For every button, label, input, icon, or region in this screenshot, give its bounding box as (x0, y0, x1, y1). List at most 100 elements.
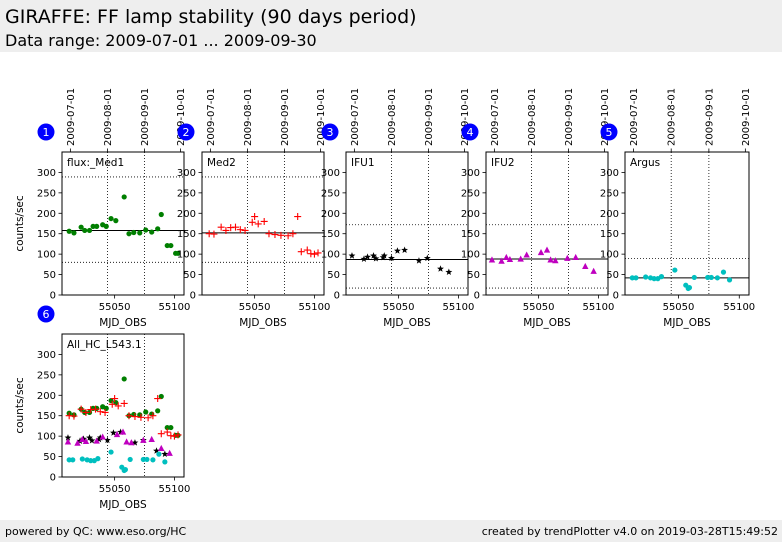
data-point (289, 230, 297, 238)
data-point (164, 242, 170, 249)
data-point (537, 249, 545, 256)
data-point (503, 253, 510, 261)
date-tick-label: 2009-09-01 (140, 88, 151, 146)
y-tick-label: 250 (461, 188, 480, 199)
y-tick-label: 300 (177, 168, 196, 179)
header-bar: GIRAFFE: FF lamp stability (90 days peri… (0, 0, 782, 52)
data-point (643, 274, 649, 280)
x-axis-label: MJD_OBS (99, 499, 147, 511)
data-point (88, 458, 94, 464)
data-point (629, 275, 635, 281)
plot-frame (201, 151, 325, 296)
y-tick-label: 50 (43, 270, 56, 281)
data-point (174, 431, 182, 439)
data-point (552, 257, 559, 264)
plot-frame (345, 151, 469, 296)
data-point (104, 436, 111, 444)
date-tick-label: 2009-10-01 (316, 88, 327, 146)
date-tick-label: 2009-07-01 (206, 88, 217, 146)
data-point (155, 408, 161, 414)
data-point (131, 229, 137, 236)
data-point (122, 467, 128, 473)
data-point (651, 276, 657, 282)
data-point (140, 436, 147, 443)
y-tick-label: 300 (37, 168, 56, 179)
data-point (590, 267, 597, 274)
data-point (251, 213, 259, 221)
data-point (125, 412, 133, 420)
data-point (114, 402, 122, 410)
x-tick-label: 55050 (383, 302, 415, 313)
data-point (143, 409, 149, 415)
panel-number: 1 (43, 126, 50, 139)
data-point (131, 439, 139, 446)
data-point (310, 250, 318, 258)
data-point (163, 428, 171, 436)
plot-frame (61, 333, 185, 478)
data-point (82, 227, 88, 234)
panel-label: flux:_Med1 (67, 157, 124, 169)
x-tick-label: 55050 (99, 484, 131, 495)
y-tick-label: 100 (37, 432, 56, 443)
data-point (128, 439, 135, 446)
date-tick-label: 2009-08-01 (243, 88, 254, 146)
plot-frame (485, 151, 609, 296)
data-point (714, 275, 720, 281)
chart-panel-4: 0 50 100 150 200 250 300 55050 55100 MJD_OBS IFU2 2… (461, 88, 614, 329)
y-tick-label: 150 (600, 229, 619, 240)
data-point (254, 220, 262, 228)
data-point (658, 274, 665, 280)
y-tick-label: 300 (37, 350, 56, 361)
data-point (314, 249, 322, 257)
data-point (170, 432, 178, 440)
data-point (547, 256, 554, 263)
y-tick-label: 50 (467, 270, 480, 281)
y-tick-label: 0 (474, 291, 480, 302)
page-title: GIRAFFE: FF lamp stability (90 days peri… (5, 6, 417, 28)
data-point (148, 435, 155, 443)
data-point (231, 223, 239, 231)
footer-powered-by: powered by QC: www.eso.org/HC (5, 525, 187, 538)
data-point (506, 255, 514, 263)
x-axis-label: MJD_OBS (239, 317, 287, 329)
y-tick-label: 200 (600, 209, 619, 220)
date-tick-label: 2009-09-01 (424, 88, 435, 146)
date-tick-label: 2009-10-01 (460, 88, 471, 146)
data-point (370, 252, 377, 259)
panel-label: Med2 (207, 157, 236, 169)
date-tick-label: 2009-10-01 (176, 88, 187, 146)
data-point (99, 433, 106, 440)
data-point (248, 218, 256, 226)
data-point (101, 408, 109, 416)
x-axis-label: MJD_OBS (663, 317, 711, 329)
data-point (415, 257, 423, 264)
y-tick-label: 0 (50, 291, 56, 302)
y-tick-label: 300 (600, 168, 619, 179)
data-point (303, 246, 311, 254)
data-point (158, 393, 164, 400)
y-tick-label: 0 (190, 291, 196, 302)
data-point (691, 274, 697, 281)
data-point (150, 457, 156, 463)
y-tick-label: 200 (461, 209, 480, 220)
data-point (517, 255, 524, 262)
data-point (277, 231, 285, 239)
y-tick-label: 0 (50, 473, 56, 484)
date-tick-label: 2009-07-01 (629, 88, 640, 146)
date-tick-label: 2009-08-01 (387, 88, 398, 146)
panel-label: IFU1 (351, 157, 375, 169)
data-point (77, 405, 85, 413)
data-point (108, 215, 114, 222)
y-tick-label: 50 (183, 270, 196, 281)
data-point (126, 231, 132, 237)
panel-number-badge (177, 123, 195, 141)
data-point (144, 456, 150, 463)
data-point (113, 218, 119, 224)
data-point (137, 230, 143, 236)
data-point (82, 408, 90, 416)
panel-label: All_HC_L543.1 (67, 339, 142, 351)
x-tick-label: 55050 (523, 302, 555, 313)
x-tick-label: 55100 (723, 302, 755, 313)
data-point (144, 414, 152, 422)
data-point (117, 428, 125, 435)
